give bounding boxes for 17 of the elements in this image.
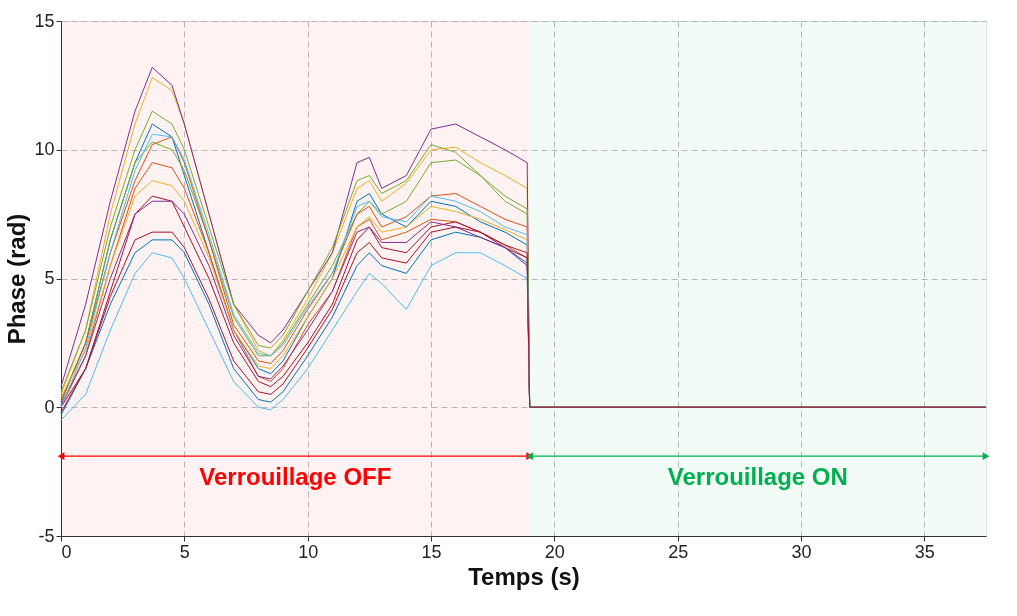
x-tick-label: 25 [668,541,689,562]
x-tick-label: 0 [61,541,72,562]
x-tick-label: 15 [421,541,442,562]
x-tick-label: 35 [914,541,935,562]
band-label: Verrouillage OFF [199,463,392,491]
y-tick-label: -5 [38,525,55,546]
x-axis-title: Temps (s) [468,562,580,590]
y-tick-label: 15 [34,10,55,31]
y-tick-label: 5 [44,268,55,288]
y-tick-label: 0 [44,396,55,417]
x-tick-label: 10 [298,541,319,562]
x-tick-label: 30 [791,541,812,562]
x-tick-label: 20 [544,541,565,562]
y-axis-title: Phase (rad) [3,213,31,345]
x-tick-label: 5 [179,541,190,562]
y-tick-label: 10 [34,139,55,160]
band-label: Verrouillage ON [667,463,848,491]
